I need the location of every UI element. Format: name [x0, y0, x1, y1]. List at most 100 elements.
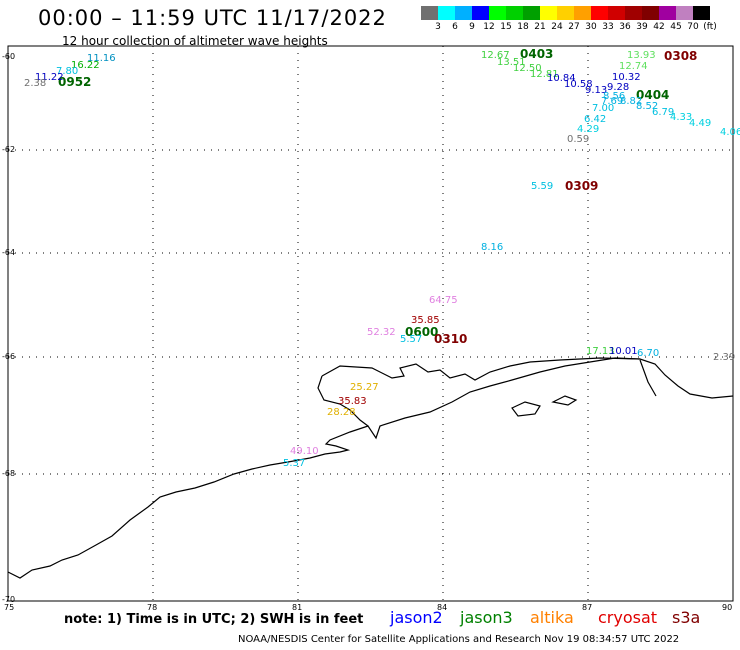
swh-label: 8.82 [620, 96, 643, 107]
swh-label: 25.27 [350, 382, 379, 393]
swh-label: 5.59 [531, 181, 554, 192]
swh-label: 10.01 [609, 346, 638, 357]
swh-label: 6.70 [637, 348, 660, 359]
colorbar-label: 9 [469, 22, 475, 32]
swh-label: 4.29 [577, 124, 600, 135]
swh-label: 11.16 [87, 53, 116, 64]
swh-label: 4.33 [670, 112, 693, 123]
colorbar-label: 36 [619, 22, 631, 32]
swh-label: 7.00 [592, 103, 615, 114]
colorbar-label: 18 [517, 22, 529, 32]
swh-label: 6.42 [584, 114, 607, 125]
lon-label: 87 [582, 603, 593, 612]
swh-label: 13.93 [627, 50, 656, 61]
swh-label: 35.83 [338, 396, 367, 407]
swh-label: 9.13 [585, 85, 608, 96]
lat-label: -66 [2, 352, 16, 361]
colorbar-swatch [523, 6, 540, 20]
colorbar-swatch [676, 6, 693, 20]
colorbar-swatch [540, 6, 557, 20]
swh-label: 5.37 [283, 458, 306, 469]
coastline-inner [321, 357, 641, 381]
graticule [8, 46, 733, 601]
map-frame [7, 45, 734, 602]
lat-label: -64 [2, 248, 16, 257]
colorbar-label: 24 [551, 22, 563, 32]
colorbar-label: (ft) [703, 22, 717, 32]
swh-label: 13.51 [497, 57, 526, 68]
colorbar-swatch [438, 6, 455, 20]
swh-label: 52.32 [367, 327, 396, 338]
colorbar-swatch [506, 6, 523, 20]
coastline [7, 357, 734, 579]
lat-label: -70 [2, 595, 16, 604]
swh-label: 5.57 [400, 334, 423, 345]
lat-label: -62 [2, 145, 16, 154]
colorbar-label: 42 [653, 22, 665, 32]
colorbar-swatch [608, 6, 625, 20]
colorbar-swatch [557, 6, 574, 20]
obs-time-label: 0309 [565, 179, 599, 193]
swh-label: 2.38 [24, 78, 47, 89]
colorbar-label: 30 [585, 22, 597, 32]
lon-label: 81 [292, 603, 303, 612]
legend-s3a: s3a [672, 608, 701, 627]
swh-label: 2.39 [713, 352, 736, 363]
lon-label: 78 [147, 603, 158, 612]
obs-time-label: 0404 [636, 88, 670, 102]
colorbar-swatch [421, 6, 438, 20]
colorbar-label: 3 [435, 22, 441, 32]
swh-label: 12.67 [481, 50, 510, 61]
footnote: note: 1) Time is in UTC; 2) SWH is in fe… [64, 612, 364, 627]
colorbar-label: 15 [500, 22, 512, 32]
obs-time-label: 0952 [58, 75, 92, 89]
swh-label: 9.28 [607, 82, 630, 93]
island-1 [511, 401, 541, 417]
swh-label: 12.74 [619, 61, 648, 72]
swh-label: 8.52 [636, 101, 659, 112]
map-subtitle: 12 hour collection of altimeter wave hei… [62, 34, 328, 48]
lon-label: 90 [722, 603, 733, 612]
swh-label: 7.69 [601, 96, 624, 107]
colorbar-label: 70 [687, 22, 699, 32]
colorbar-label: 27 [568, 22, 580, 32]
credit-line: NOAA/NESDIS Center for Satellite Applica… [238, 634, 680, 645]
colorbar-swatch [642, 6, 659, 20]
colorbar-label: 12 [483, 22, 495, 32]
swh-label: 4.49 [689, 118, 712, 129]
island-2 [551, 395, 578, 406]
obs-time-label: 0310 [434, 332, 468, 346]
swh-label: 11.22 [35, 72, 64, 83]
swh-label: 7.80 [56, 66, 79, 77]
legend-jason3: jason3 [460, 608, 513, 627]
lat-label: -68 [2, 469, 16, 478]
swh-label: 16.22 [71, 60, 100, 71]
colorbar-swatch [693, 6, 710, 20]
colorbar-swatch [574, 6, 591, 20]
colorbar-swatch [455, 6, 472, 20]
swh-label: 49.10 [290, 446, 319, 457]
swh-label: 10.84 [547, 73, 576, 84]
swh-label: 35.85 [411, 315, 440, 326]
coastline-west [317, 375, 369, 427]
colorbar [421, 6, 710, 20]
island-3 [639, 359, 657, 397]
lat-label: -60 [2, 52, 16, 61]
lon-label: 75 [4, 603, 15, 612]
map-title: 00:00 – 11:59 UTC 11/17/2022 [38, 6, 387, 30]
colorbar-label: 33 [602, 22, 614, 32]
colorbar-swatch [472, 6, 489, 20]
swh-label: 10.58 [564, 79, 593, 90]
swh-label: 12.50 [513, 63, 542, 74]
swh-label: 10.32 [612, 72, 641, 83]
swh-label: 6.79 [652, 107, 675, 118]
legend-jason2: jason2 [390, 608, 443, 627]
colorbar-swatch [625, 6, 642, 20]
swh-label: 17.13 [586, 346, 615, 357]
swh-label: 0.59 [567, 134, 590, 145]
colorbar-label: 45 [670, 22, 682, 32]
obs-time-label: 0403 [520, 47, 554, 61]
legend-altika: altika [530, 608, 574, 627]
colorbar-label: 39 [636, 22, 648, 32]
